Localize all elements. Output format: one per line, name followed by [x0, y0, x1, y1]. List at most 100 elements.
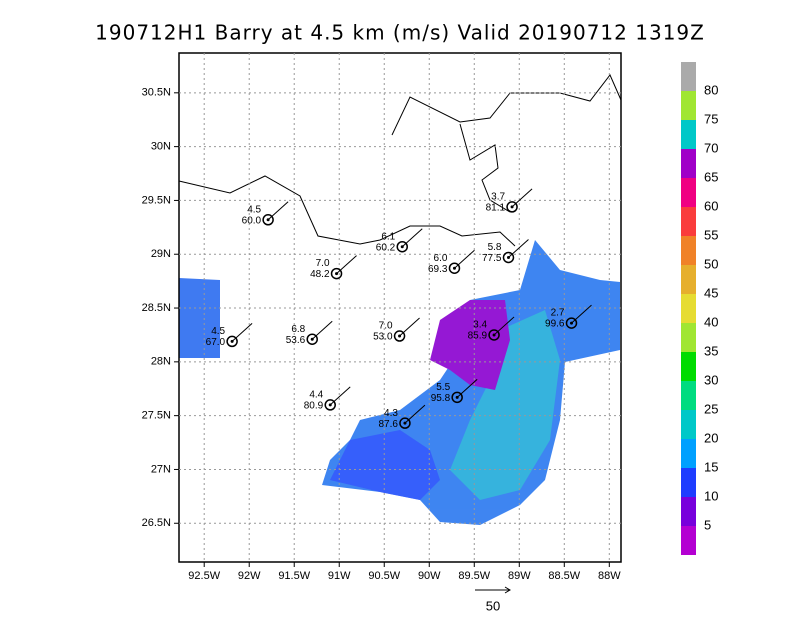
station [448, 262, 461, 274]
colorbar-label: 80 [704, 82, 718, 97]
station-bottom: 77.5 [482, 253, 502, 264]
colorbar-label: 15 [704, 459, 718, 474]
colorbar-label: 30 [704, 372, 718, 387]
x-tick-label: 90W [418, 570, 441, 582]
station [324, 399, 336, 411]
station [330, 267, 343, 280]
colorbar-segment [681, 526, 696, 555]
reference-arrowhead [504, 586, 511, 594]
y-tick-label: 30.5N [142, 87, 171, 99]
station-top: 6.8 [291, 324, 305, 335]
coastline [391, 74, 622, 136]
x-tick-label: 91.5W [278, 570, 310, 582]
station [399, 417, 411, 429]
x-tick-label: 88.5W [548, 570, 580, 582]
radar-purple [430, 300, 510, 390]
y-tick-label: 27N [151, 463, 171, 475]
colorbar-label: 45 [704, 285, 718, 300]
colorbar-label: 75 [704, 111, 718, 126]
station-top: 2.7 [551, 308, 565, 319]
station-dot [335, 272, 339, 276]
colorbar-segment [681, 236, 696, 265]
x-tick-label: 89.5W [458, 570, 490, 582]
station-bottom: 99.6 [545, 319, 565, 330]
x-tick-label: 90.5W [368, 570, 400, 582]
colorbar-segment [681, 178, 696, 207]
colorbar-label: 70 [704, 140, 718, 155]
wind-barb [267, 201, 289, 221]
station-top: 5.8 [488, 242, 502, 253]
colorbar-segment [681, 265, 696, 294]
y-tick-label: 29N [151, 248, 171, 260]
station [393, 330, 406, 342]
station-top: 3.7 [491, 192, 505, 203]
colorbar-segment [681, 149, 696, 178]
colorbar-segment [681, 468, 696, 497]
colorbar-segment [681, 62, 696, 91]
colorbar-label: 65 [704, 169, 718, 184]
x-tick-label: 92.5W [188, 570, 220, 582]
station-dot [492, 333, 496, 337]
colorbar-segment [681, 323, 696, 352]
colorbar-segment [681, 91, 696, 120]
station-bottom: 85.9 [468, 331, 488, 342]
station-dot [310, 337, 314, 341]
chart-title: 190712H1 Barry at 4.5 km (m/s) Valid 201… [95, 21, 705, 45]
station-top: 7.0 [379, 321, 393, 332]
colorbar-label: 35 [704, 343, 718, 358]
x-tick-label: 92W [238, 570, 261, 582]
station-bottom: 69.3 [428, 264, 448, 275]
radar-bands [330, 430, 440, 500]
colorbar-label: 60 [704, 198, 718, 213]
colorbar-segment [681, 294, 696, 323]
station-bottom: 87.6 [378, 419, 398, 430]
reference-vector: 50 [475, 586, 511, 613]
station-top: 7.0 [316, 258, 330, 269]
y-tick-label: 26.5N [142, 517, 171, 529]
station [451, 391, 463, 404]
x-tick-label: 91W [328, 570, 351, 582]
station [488, 329, 500, 341]
y-tick-label: 27.5N [142, 410, 171, 422]
station-dot [569, 321, 573, 325]
colorbar-segment [681, 352, 696, 381]
station-bottom: 67.0 [206, 337, 226, 348]
x-tick-label: 89W [508, 570, 531, 582]
colorbar-label: 25 [704, 401, 718, 416]
colorbar-label: 10 [704, 488, 718, 503]
wind-barb [454, 249, 475, 269]
station-top: 3.4 [473, 320, 487, 331]
radar-strip [179, 278, 220, 358]
wind-barb [399, 317, 420, 337]
station [506, 201, 518, 213]
station-top: 4.4 [309, 390, 323, 401]
station-dot [266, 218, 270, 222]
colorbar-segment [681, 120, 696, 149]
station-top: 5.5 [436, 382, 450, 393]
y-tick-label: 29.5N [142, 194, 171, 206]
station [565, 317, 578, 329]
station-bottom: 80.9 [304, 401, 324, 412]
station [396, 240, 409, 253]
station-top: 6.0 [434, 253, 448, 264]
station-dot [403, 421, 407, 425]
station-dot [452, 266, 456, 270]
colorbar-segment [681, 381, 696, 410]
reference-label: 50 [486, 598, 500, 613]
station-bottom: 53.6 [286, 335, 306, 346]
station-top: 4.3 [384, 408, 398, 419]
y-tick-label: 28N [151, 356, 171, 368]
plot-frame [178, 52, 622, 563]
station-top: 6.1 [381, 231, 395, 242]
colorbar-label: 50 [704, 256, 718, 271]
colorbar-label: 55 [704, 227, 718, 242]
y-tick-label: 30N [151, 141, 171, 153]
station [502, 251, 515, 264]
station-dot [230, 339, 234, 343]
station-dot [400, 245, 404, 249]
colorbar-segment [681, 439, 696, 468]
colorbar-label: 20 [704, 430, 718, 445]
wind-barb [511, 188, 533, 208]
station-bottom: 81.1 [486, 203, 506, 214]
